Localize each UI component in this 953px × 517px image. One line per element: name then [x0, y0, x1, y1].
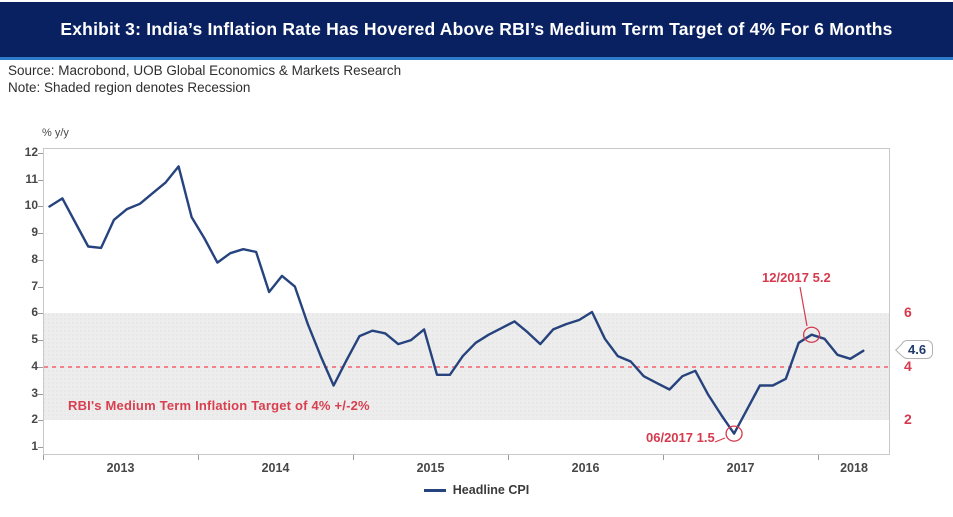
y-tick-label: 2 — [31, 412, 38, 427]
source-text: Source: Macrobond, UOB Global Economics … — [8, 63, 402, 78]
band-right-label: 4 — [904, 357, 912, 374]
y-axis-unit-label: % y/y — [42, 127, 69, 139]
y-tick-mark — [38, 366, 43, 368]
note-text: Note: Shaded region denotes Recession — [8, 80, 251, 95]
y-tick-mark — [38, 446, 43, 448]
target-band-label: RBI's Medium Term Inflation Target of 4%… — [68, 398, 370, 413]
y-tick-mark — [38, 259, 43, 261]
y-tick-label: 10 — [24, 198, 38, 213]
x-tick-mark — [663, 455, 665, 460]
x-tick-mark — [508, 455, 510, 460]
y-tick-mark — [38, 286, 43, 288]
y-tick-label: 8 — [31, 251, 38, 266]
x-tick-label: 2015 — [416, 461, 445, 475]
y-tick-label: 12 — [24, 145, 38, 159]
y-tick-label: 4 — [31, 358, 38, 373]
annotation-dec-2017: 12/2017 5.2 — [762, 270, 831, 285]
x-tick-label: 2014 — [261, 461, 290, 475]
y-tick-label: 5 — [31, 332, 38, 347]
band-right-label: 2 — [904, 411, 912, 428]
latest-value-callout: 4.6 — [901, 340, 934, 360]
x-tick-label: 2018 — [840, 461, 868, 475]
y-tick-label: 7 — [31, 278, 38, 293]
exhibit-title: Exhibit 3: India’s Inflation Rate Has Ho… — [60, 19, 893, 39]
y-tick-label: 3 — [31, 385, 38, 400]
plot-area — [43, 148, 890, 455]
y-tick-label: 1 — [31, 438, 38, 453]
legend-label: Headline CPI — [452, 483, 530, 497]
y-tick-mark — [38, 420, 43, 422]
legend-line-swatch — [423, 488, 446, 492]
y-tick-mark — [38, 313, 43, 315]
chart-legend: Headline CPI — [0, 483, 953, 497]
x-tick-mark — [353, 455, 355, 460]
y-tick-mark — [38, 206, 43, 208]
exhibit-title-bar: Exhibit 3: India’s Inflation Rate Has Ho… — [0, 2, 953, 57]
x-tick-label: 2013 — [106, 461, 135, 475]
y-tick-label: 6 — [31, 305, 38, 320]
x-tick-label: 2016 — [571, 461, 600, 475]
x-tick-label: 2017 — [726, 461, 755, 475]
y-tick-mark — [38, 179, 43, 181]
y-tick-mark — [38, 153, 43, 154]
x-tick-mark — [43, 455, 44, 460]
y-tick-label: 11 — [25, 171, 38, 186]
target-dashed-line — [44, 366, 890, 368]
y-tick-label: 9 — [31, 225, 38, 240]
title-accent-line — [0, 57, 953, 60]
x-tick-mark — [818, 455, 820, 460]
y-tick-mark — [38, 340, 43, 342]
annotation-jun-2017: 06/2017 1.5 — [646, 430, 715, 445]
band-right-label: 6 — [904, 304, 912, 321]
x-tick-mark — [198, 455, 199, 460]
y-tick-mark — [38, 393, 43, 395]
y-tick-mark — [38, 233, 43, 235]
